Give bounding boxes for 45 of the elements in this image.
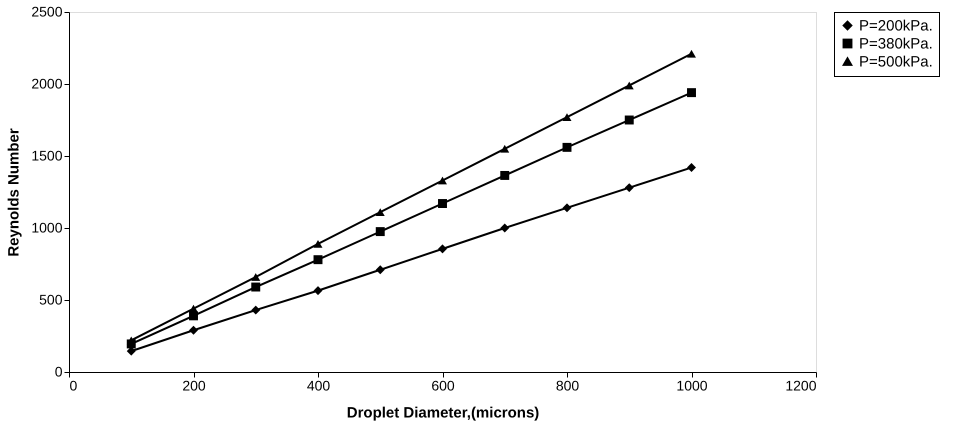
x-axis-title: Droplet Diameter,(microns) xyxy=(346,404,540,422)
x-tick-label: 800 xyxy=(556,378,580,394)
point xyxy=(562,113,572,121)
y-tick-label: 500 xyxy=(39,292,63,308)
point xyxy=(251,282,260,292)
point xyxy=(624,82,634,90)
x-tick-label: 400 xyxy=(306,378,330,394)
point xyxy=(624,116,634,124)
x-tick-label: 1200 xyxy=(785,378,817,394)
legend-label: P=500kPa. xyxy=(859,54,933,70)
point xyxy=(687,50,696,58)
point xyxy=(376,265,385,274)
point xyxy=(438,176,447,184)
legend-label: P=380kPa. xyxy=(859,36,933,52)
x-tick-label: 200 xyxy=(182,378,206,394)
point xyxy=(562,203,572,212)
x-tick-label: 1000 xyxy=(676,378,708,394)
point xyxy=(314,286,322,296)
point xyxy=(314,240,322,248)
y-axis-title: Reynolds Number xyxy=(5,128,22,257)
y-tick-label: 1500 xyxy=(31,148,63,164)
point xyxy=(314,255,322,264)
point xyxy=(376,208,385,216)
point xyxy=(624,183,634,192)
y-tick-label: 2000 xyxy=(31,76,63,92)
point xyxy=(126,336,136,344)
y-tick-label: 1000 xyxy=(31,220,63,236)
point xyxy=(251,273,260,281)
point xyxy=(500,170,510,180)
point xyxy=(438,199,447,208)
y-tick-label: 0 xyxy=(54,364,63,380)
point xyxy=(687,163,696,172)
x-tick-label: 0 xyxy=(70,378,78,394)
point xyxy=(687,88,696,98)
legend-label: P=200kPa. xyxy=(859,18,933,34)
y-tick-label: 2500 xyxy=(31,4,63,20)
point xyxy=(500,224,510,232)
point xyxy=(562,142,572,152)
point xyxy=(438,244,447,254)
point xyxy=(189,304,198,313)
point xyxy=(500,144,510,153)
point xyxy=(376,227,385,236)
point xyxy=(189,326,198,335)
point xyxy=(251,306,260,315)
x-tick-label: 600 xyxy=(431,378,455,394)
